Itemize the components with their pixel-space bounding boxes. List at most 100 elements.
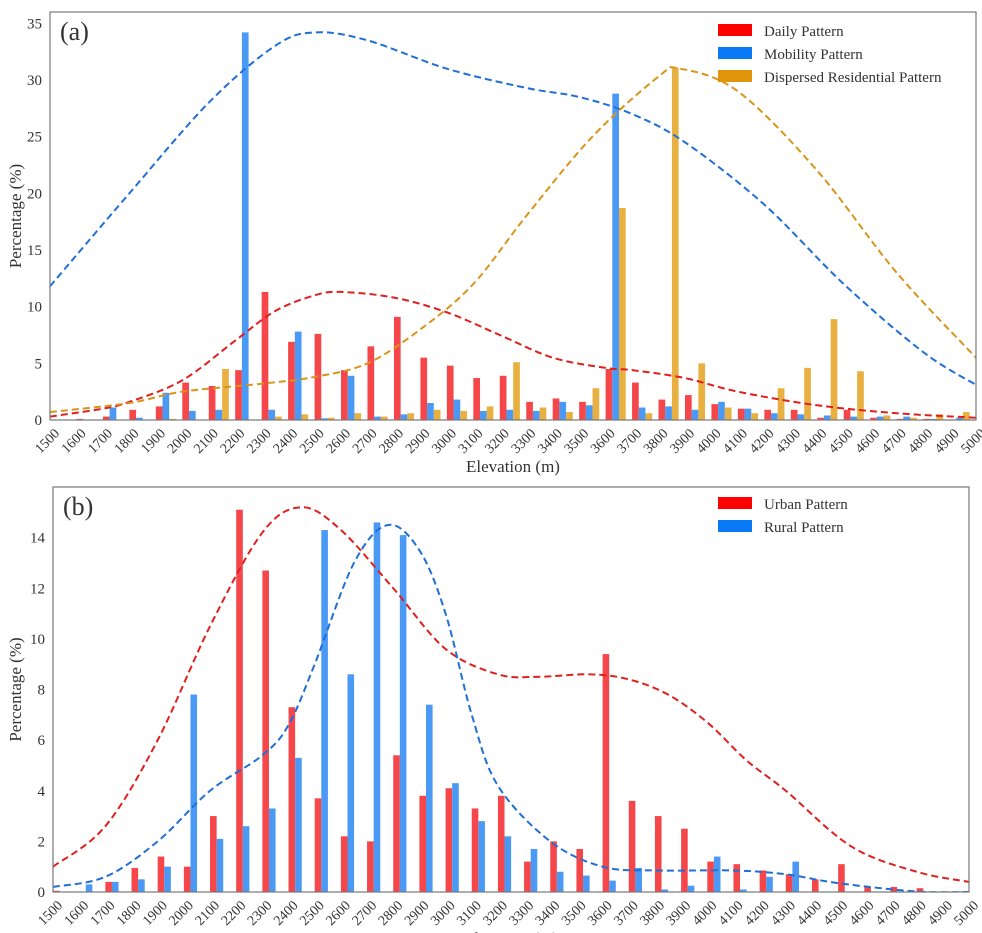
x-tick-label: 5000 bbox=[959, 426, 982, 456]
bar-dispersed-residential-pattern bbox=[883, 415, 891, 420]
x-tick-label: 3100 bbox=[456, 426, 486, 456]
bar-daily-pattern bbox=[473, 378, 481, 420]
bar-mobility-pattern bbox=[109, 407, 117, 420]
bar-daily-pattern bbox=[208, 386, 216, 420]
bar-dispersed-residential-pattern bbox=[566, 412, 573, 420]
x-tick-label: 4200 bbox=[742, 898, 772, 928]
x-tick-label: 2200 bbox=[218, 426, 248, 456]
bar-mobility-pattern bbox=[188, 410, 196, 420]
fit-curve-daily-pattern bbox=[50, 290, 976, 419]
bar-rural-pattern bbox=[635, 867, 642, 892]
bar-rural-pattern bbox=[268, 808, 276, 892]
bar-rural-pattern bbox=[138, 879, 145, 892]
bar-urban-pattern bbox=[681, 828, 688, 892]
y-tick-label: 20 bbox=[27, 186, 42, 202]
y-axis-label: Percentage (%) bbox=[6, 637, 25, 741]
bar-urban-pattern bbox=[890, 886, 898, 892]
x-tick-label: 2300 bbox=[244, 426, 274, 456]
bar-daily-pattern bbox=[737, 408, 745, 420]
bar-mobility-pattern bbox=[294, 331, 302, 420]
bar-urban-pattern bbox=[314, 798, 322, 892]
bar-rural-pattern bbox=[295, 757, 302, 892]
bar-mobility-pattern bbox=[506, 409, 514, 420]
bar-daily-pattern bbox=[446, 365, 454, 420]
x-tick-label: 3000 bbox=[430, 426, 460, 456]
bar-daily-pattern bbox=[341, 370, 348, 420]
panel-a: 0 5 10 15 20 25 30 35 15001600170018001900200021… bbox=[6, 11, 982, 476]
bar-daily-pattern bbox=[526, 401, 533, 420]
fit-curve-urban-pattern bbox=[53, 506, 969, 883]
legend-label: Daily Pattern bbox=[764, 24, 844, 40]
x-tick-label: 2600 bbox=[324, 426, 354, 456]
bar-mobility-pattern bbox=[585, 405, 593, 420]
y-tick-label: 10 bbox=[27, 300, 42, 316]
bar-daily-pattern bbox=[129, 409, 137, 420]
bar-daily-pattern bbox=[499, 375, 507, 420]
legend-swatch bbox=[718, 520, 752, 532]
y-tick-label: 8 bbox=[38, 683, 46, 699]
x-tick-label: 1800 bbox=[114, 898, 144, 928]
bar-rural-pattern bbox=[85, 884, 93, 892]
x-tick-label: 3500 bbox=[559, 898, 589, 928]
bar-urban-pattern bbox=[393, 755, 400, 892]
bar-urban-pattern bbox=[916, 888, 924, 892]
x-tick-label: 1700 bbox=[88, 898, 118, 928]
x-tick-label: 2900 bbox=[403, 426, 433, 456]
bar-dispersed-residential-pattern bbox=[327, 417, 335, 420]
y-tick-label: 30 bbox=[27, 73, 42, 89]
bar-daily-pattern bbox=[393, 316, 401, 420]
x-tick-label: 2200 bbox=[219, 898, 249, 928]
x-tick-label: 2000 bbox=[167, 898, 197, 928]
bar-rural-pattern bbox=[216, 838, 224, 892]
bar-daily-pattern bbox=[658, 399, 666, 420]
bar-urban-pattern bbox=[288, 707, 296, 892]
legend-label: Rural Pattern bbox=[764, 520, 844, 536]
bar-dispersed-residential-pattern bbox=[539, 407, 547, 420]
bar-dispersed-residential-pattern bbox=[698, 363, 706, 420]
bar-dispersed-residential-pattern bbox=[671, 67, 679, 421]
bar-dispersed-residential-pattern bbox=[222, 369, 229, 420]
x-tick-label: 3800 bbox=[638, 898, 668, 928]
bar-rural-pattern bbox=[687, 885, 695, 892]
y-tick-label: 35 bbox=[27, 16, 42, 32]
bar-urban-pattern bbox=[811, 879, 819, 892]
bar-daily-pattern bbox=[684, 395, 692, 420]
bar-rural-pattern bbox=[399, 535, 407, 892]
bar-urban-pattern bbox=[864, 886, 871, 892]
bar-urban-pattern bbox=[497, 795, 505, 892]
x-tick-label: 4800 bbox=[906, 426, 936, 456]
x-tick-label: 4600 bbox=[847, 898, 877, 928]
x-tick-label: 4700 bbox=[879, 426, 909, 456]
bar-urban-pattern bbox=[53, 890, 60, 892]
bar-rural-pattern bbox=[556, 871, 564, 892]
bar-urban-pattern bbox=[131, 867, 139, 892]
bar-dispersed-residential-pattern bbox=[433, 409, 441, 420]
bar-rural-pattern bbox=[426, 704, 433, 892]
bar-mobility-pattern bbox=[559, 401, 567, 420]
bar-dispersed-residential-pattern bbox=[354, 413, 362, 420]
x-tick-label: 2600 bbox=[324, 898, 354, 928]
x-tick-label: 3000 bbox=[428, 898, 458, 928]
bar-urban-pattern bbox=[759, 870, 767, 892]
y-axis-label: Percentage (%) bbox=[6, 164, 25, 268]
bar-rural-pattern bbox=[583, 875, 590, 892]
bar-dispersed-residential-pattern bbox=[301, 414, 309, 420]
bar-mobility-pattern bbox=[162, 392, 170, 420]
bar-rural-pattern bbox=[164, 866, 171, 892]
bar-urban-pattern bbox=[183, 866, 191, 892]
bar-daily-pattern bbox=[552, 398, 560, 420]
bar-urban-pattern bbox=[157, 856, 165, 892]
bar-urban-pattern bbox=[838, 864, 845, 892]
y-tick-label: 5 bbox=[35, 356, 43, 372]
bar-mobility-pattern bbox=[215, 409, 223, 420]
bar-mobility-pattern bbox=[136, 417, 143, 420]
bar-daily-pattern bbox=[155, 406, 163, 420]
x-tick-label: 2500 bbox=[297, 426, 327, 456]
bar-mobility-pattern bbox=[241, 32, 249, 421]
bar-dispersed-residential-pattern bbox=[592, 388, 600, 420]
x-tick-label: 1700 bbox=[86, 426, 116, 456]
bar-dispersed-residential-pattern bbox=[619, 208, 626, 420]
x-axis-label: Elevation (m) bbox=[466, 457, 560, 476]
x-tick-label: 3200 bbox=[481, 898, 511, 928]
